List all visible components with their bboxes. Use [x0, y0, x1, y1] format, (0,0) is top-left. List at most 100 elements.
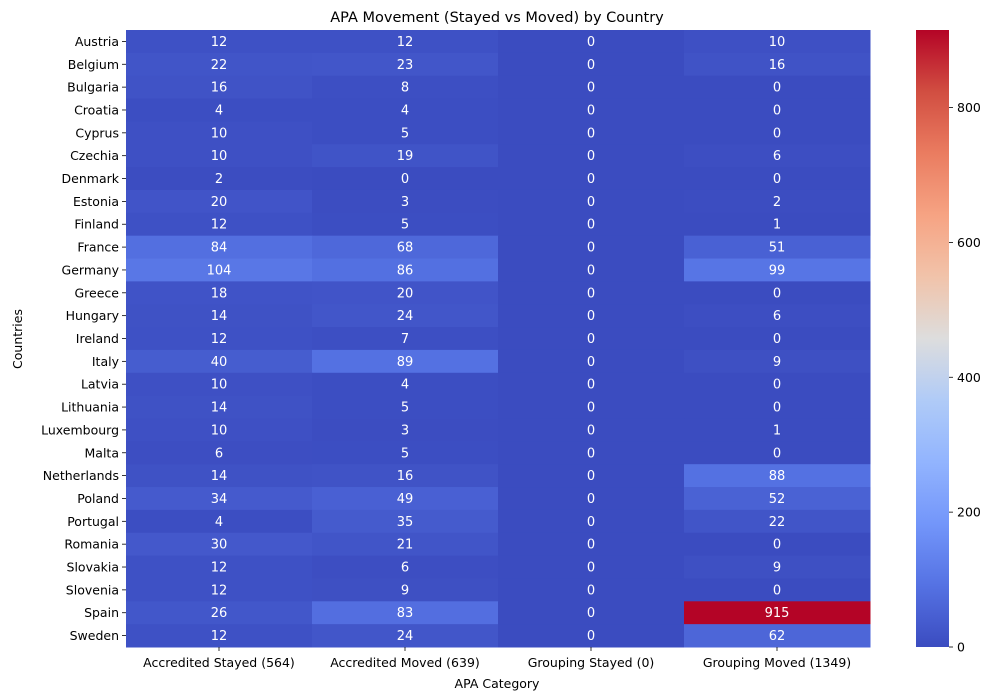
- heatmap-cell: [126, 624, 313, 648]
- y-tick-label: Netherlands: [43, 468, 119, 483]
- heatmap-cell: [684, 327, 871, 351]
- cell-value-label: 40: [211, 355, 228, 370]
- cell-value-label: 20: [211, 195, 228, 210]
- heatmap-cell: [126, 441, 313, 465]
- heatmap-cell: [684, 304, 871, 328]
- cell-value-label: 22: [769, 515, 786, 530]
- heatmap-cell: [498, 395, 685, 419]
- heatmap-cell: [312, 258, 499, 282]
- cell-value-label: 34: [211, 492, 228, 507]
- heatmap-cell: [498, 167, 685, 191]
- heatmap-cell: [684, 52, 871, 77]
- cell-value-label: 35: [397, 515, 414, 530]
- chart-title: APA Movement (Stayed vs Moved) by Countr…: [330, 10, 664, 26]
- cell-value-label: 0: [587, 81, 595, 96]
- y-axis-label: Countries: [10, 309, 25, 369]
- heatmap-cell: [684, 601, 871, 625]
- y-tick-label: Bulgaria: [67, 80, 119, 95]
- cell-value-label: 4: [215, 515, 223, 530]
- heatmap-cell: [312, 578, 499, 602]
- cell-value-label: 23: [397, 58, 414, 73]
- cell-value-label: 0: [773, 172, 781, 187]
- heatmap-cell: [684, 509, 871, 534]
- cell-value-label: 0: [773, 103, 781, 118]
- heatmap-cell: [684, 75, 871, 100]
- heatmap-cell: [312, 144, 499, 168]
- cell-value-label: 0: [587, 149, 595, 164]
- heatmap-cell: [126, 167, 313, 191]
- heatmap-cell: [684, 464, 871, 488]
- cell-value-label: 51: [769, 241, 786, 256]
- y-tick-label: Hungary: [66, 308, 120, 323]
- cell-value-label: 0: [587, 172, 595, 187]
- heatmap-cell: [126, 98, 313, 122]
- cell-value-label: 68: [397, 241, 414, 256]
- heatmap-cell: [498, 624, 685, 648]
- heatmap-cell: [684, 121, 871, 145]
- cell-value-label: 5: [401, 446, 409, 461]
- y-tick-label: Ireland: [76, 331, 119, 346]
- cell-value-label: 0: [587, 355, 595, 370]
- cell-value-label: 0: [587, 35, 595, 50]
- colorbar-tick-label: 200: [957, 505, 981, 520]
- cell-value-label: 7: [401, 332, 409, 347]
- cell-value-label: 0: [587, 469, 595, 484]
- heatmap-cell: [126, 75, 313, 100]
- heatmap-cell: [684, 372, 871, 397]
- cell-value-label: 0: [587, 606, 595, 621]
- colorbar-tick-label: 600: [957, 235, 981, 250]
- x-tick-label: Accredited Moved (639): [330, 655, 480, 670]
- cell-value-label: 10: [211, 423, 228, 438]
- cell-value-label: 0: [587, 126, 595, 141]
- heatmap-cell: [126, 372, 313, 397]
- y-tick-label: Belgium: [68, 57, 119, 72]
- cell-value-label: 5: [401, 218, 409, 233]
- cell-value-label: 9: [773, 561, 781, 576]
- heatmap-cell: [312, 487, 499, 511]
- cell-value-label: 9: [773, 355, 781, 370]
- y-tick-label: Italy: [92, 354, 120, 369]
- cell-value-label: 16: [769, 58, 786, 73]
- cell-value-label: 4: [215, 103, 223, 118]
- cell-value-label: 99: [769, 263, 786, 278]
- cell-value-label: 24: [397, 309, 414, 324]
- heatmap-cell: [684, 281, 871, 305]
- cell-value-label: 0: [587, 583, 595, 598]
- heatmap-cell: [498, 509, 685, 534]
- y-tick-label: Romania: [64, 537, 119, 552]
- cell-value-label: 12: [211, 629, 228, 644]
- cell-value-label: 0: [773, 126, 781, 141]
- heatmap-cell: [312, 372, 499, 397]
- heatmap-cell: [312, 624, 499, 648]
- cell-value-label: 16: [211, 81, 228, 96]
- cell-value-label: 9: [401, 583, 409, 598]
- cell-value-label: 10: [211, 149, 228, 164]
- cell-value-label: 88: [769, 469, 786, 484]
- heatmap-cell: [312, 327, 499, 351]
- heatmap-cell: [684, 418, 871, 442]
- x-tick-label: Accredited Stayed (564): [143, 655, 295, 670]
- colorbar-tick-label: 800: [957, 100, 981, 115]
- heatmap-cell: [684, 487, 871, 511]
- heatmap-cell: [498, 441, 685, 465]
- colorbar-tick-label: 400: [957, 370, 981, 385]
- cell-value-label: 26: [211, 606, 228, 621]
- cell-value-label: 0: [587, 332, 595, 347]
- cell-value-label: 16: [397, 469, 414, 484]
- y-tick-label: Latvia: [81, 377, 119, 392]
- heatmap-cell: [498, 121, 685, 145]
- heatmap-cell: [126, 464, 313, 488]
- cell-value-label: 0: [587, 629, 595, 644]
- heatmap-cell: [126, 555, 313, 579]
- heatmap-cell: [684, 395, 871, 419]
- cell-value-label: 0: [773, 538, 781, 553]
- cell-value-label: 0: [587, 423, 595, 438]
- heatmap-cell: [312, 441, 499, 465]
- y-tick-labels: Austria Belgium Bulgaria Croatia Cyprus Czech…: [41, 34, 126, 643]
- cell-value-label: 1: [773, 423, 781, 438]
- heatmap-cell: [312, 349, 499, 374]
- heatmap-cell: [498, 144, 685, 168]
- heatmap-cell: [312, 395, 499, 419]
